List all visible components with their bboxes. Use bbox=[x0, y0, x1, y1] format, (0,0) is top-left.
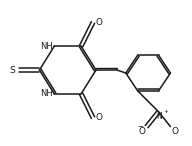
Text: O: O bbox=[96, 18, 103, 27]
Text: O: O bbox=[172, 127, 179, 136]
Text: S: S bbox=[10, 66, 16, 74]
Text: +: + bbox=[164, 110, 169, 114]
Text: −: − bbox=[137, 124, 143, 130]
Text: O: O bbox=[96, 113, 103, 122]
Text: NH: NH bbox=[40, 89, 53, 98]
Text: N: N bbox=[156, 112, 162, 121]
Text: O: O bbox=[138, 127, 145, 136]
Text: NH: NH bbox=[40, 42, 53, 51]
